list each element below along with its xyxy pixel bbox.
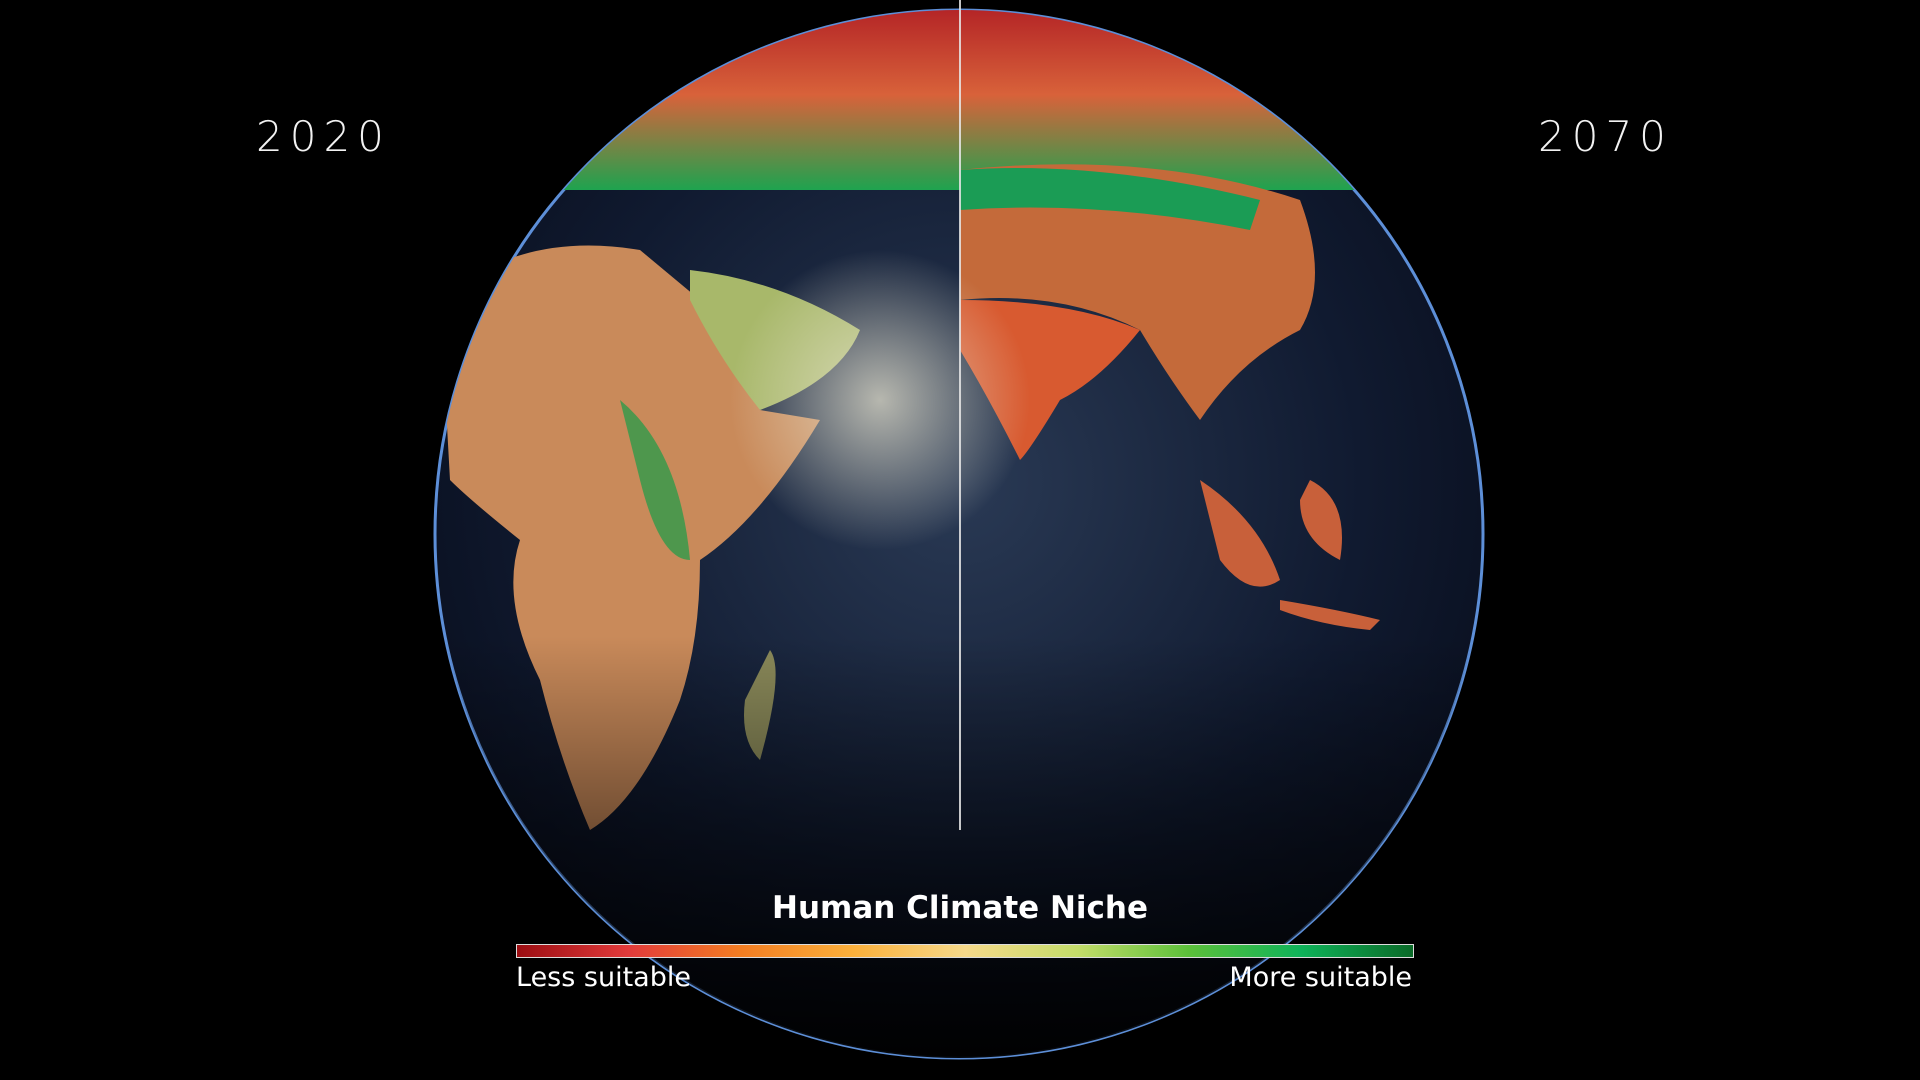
colorbar-min-label: Less suitable [516,962,691,993]
year-label-2020: 2020 [256,112,391,161]
colorbar [516,944,1414,958]
colorbar-max-label: More suitable [1229,962,1412,993]
legend-title: Human Climate Niche [772,890,1148,926]
year-label-2070: 2070 [1538,112,1673,161]
